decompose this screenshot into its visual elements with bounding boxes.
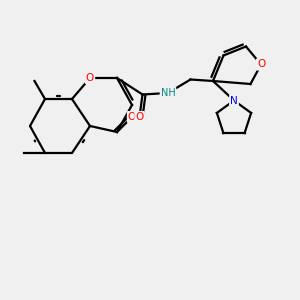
Text: N: N xyxy=(230,95,238,106)
Text: O: O xyxy=(86,73,94,83)
Text: O: O xyxy=(135,112,144,122)
Text: O: O xyxy=(128,112,136,122)
Text: O: O xyxy=(257,59,265,70)
Text: NH: NH xyxy=(160,88,175,98)
